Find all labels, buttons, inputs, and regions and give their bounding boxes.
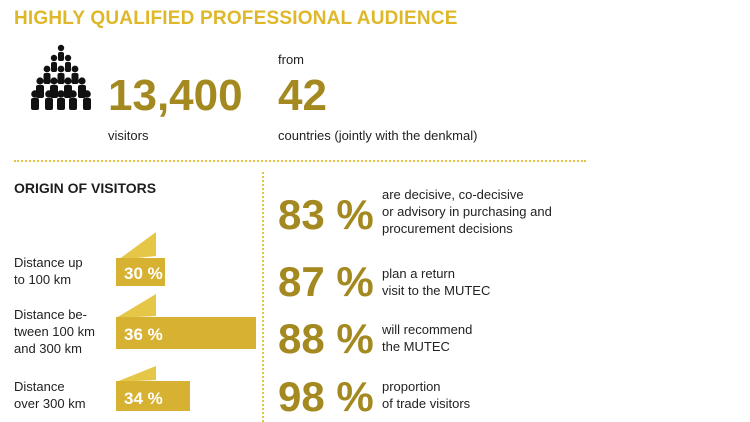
bar-fold: [116, 366, 156, 382]
bar-fold: [118, 232, 156, 260]
origin-label-up-to-100km: Distance up to 100 km: [14, 255, 83, 287]
page-headline: HIGHLY QUALIFIED PROFESSIONAL AUDIENCE: [14, 8, 458, 29]
countries-number: 42: [278, 71, 327, 120]
from-label: from: [278, 52, 304, 67]
bar-fill: [116, 258, 165, 286]
origin-bar-up-to-100km: 30 %: [116, 232, 165, 286]
horizontal-divider: [14, 160, 586, 162]
bar-value-label: 34 %: [124, 389, 163, 408]
fact-percent-trade-visitors: 98 %: [278, 373, 374, 420]
origin-label-100-to-300km: Distance be- tween 100 km and 300 km: [14, 307, 95, 356]
visitors-number: 13,400: [108, 71, 243, 120]
visitors-label: visitors: [108, 128, 149, 143]
bar-value-label: 30 %: [124, 264, 163, 283]
countries-label: countries (jointly with the denkmal): [278, 128, 478, 143]
bar-fill: [116, 317, 256, 349]
origin-bar-100-to-300km: 36 %: [116, 294, 256, 349]
fact-percent-recommend: 88 %: [278, 315, 374, 362]
fact-percent-decisive: 83 %: [278, 191, 374, 238]
fact-text-recommend: will recommend the MUTEC: [382, 322, 473, 354]
fact-text-return-visit: plan a return visit to the MUTEC: [382, 266, 491, 298]
bar-fold: [116, 294, 156, 318]
fact-text-decisive: are decisive, co-decisive or advisory in…: [382, 187, 552, 236]
people-group-icon: [31, 44, 91, 110]
origin-bar-over-300km: 34 %: [116, 366, 190, 411]
fact-text-trade-visitors: proportion of trade visitors: [382, 379, 471, 411]
bar-value-label: 36 %: [124, 325, 163, 344]
origin-label-over-300km: Distance over 300 km: [14, 379, 86, 411]
bar-fill: [116, 381, 190, 411]
fact-percent-return-visit: 87 %: [278, 258, 374, 305]
vertical-divider: [262, 172, 264, 422]
origin-section-title: ORIGIN OF VISITORS: [14, 180, 157, 196]
